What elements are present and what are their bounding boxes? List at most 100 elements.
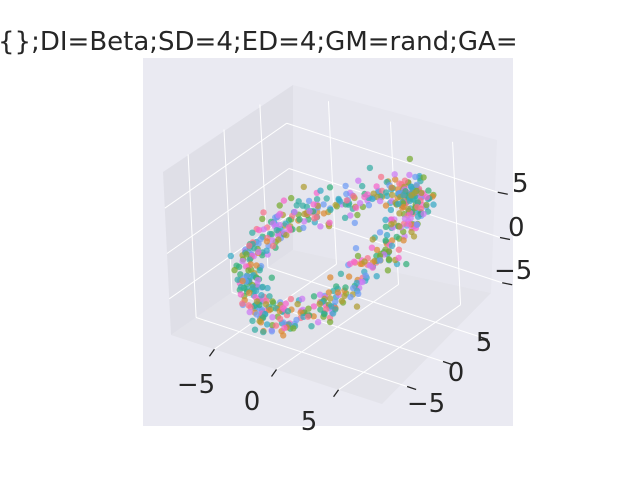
data-point <box>385 248 393 255</box>
data-point <box>326 318 334 326</box>
data-point <box>246 289 253 296</box>
data-point <box>306 208 313 215</box>
data-point <box>368 244 376 251</box>
y-tick-label-0: −5 <box>407 389 445 419</box>
data-point <box>332 298 339 305</box>
left-wall-grid-line-z <box>164 122 288 209</box>
data-point <box>327 206 334 213</box>
data-point <box>395 200 402 208</box>
data-point <box>369 236 376 243</box>
data-point <box>263 238 271 245</box>
data-point <box>359 182 366 190</box>
data-point <box>347 293 354 301</box>
y-tick-label-2: 5 <box>476 328 493 358</box>
data-point <box>320 210 328 217</box>
data-point <box>317 223 324 230</box>
data-point <box>258 292 265 299</box>
data-point <box>299 295 306 302</box>
data-point <box>264 284 271 292</box>
data-point <box>385 256 393 263</box>
data-point <box>326 219 333 226</box>
data-point <box>273 227 280 234</box>
data-point <box>294 300 301 308</box>
data-point <box>366 262 374 269</box>
data-point <box>253 311 260 318</box>
floor-grid-line-y <box>267 267 480 337</box>
data-point <box>321 310 328 318</box>
x-tick-mark <box>208 348 215 357</box>
data-point <box>352 204 360 211</box>
data-point <box>300 224 307 231</box>
data-point <box>296 216 303 223</box>
data-point <box>414 213 422 220</box>
data-point <box>388 242 396 249</box>
x-tick-label-0: −5 <box>177 370 215 400</box>
data-point <box>263 321 271 328</box>
data-point <box>259 283 266 291</box>
data-point <box>405 205 412 213</box>
data-point <box>403 260 410 268</box>
x-tick-mark <box>333 389 340 398</box>
data-point <box>407 215 414 222</box>
data-point <box>327 274 334 281</box>
data-point <box>392 176 399 183</box>
data-point <box>353 279 360 287</box>
data-point <box>341 214 349 221</box>
data-point <box>290 325 297 332</box>
data-point <box>251 326 259 333</box>
z-tick-mark <box>502 282 513 286</box>
data-point <box>260 328 267 336</box>
data-point <box>276 315 284 323</box>
data-point <box>279 304 287 312</box>
data-point <box>325 289 333 296</box>
data-point <box>276 202 283 209</box>
data-point <box>316 291 324 298</box>
data-point <box>383 231 391 239</box>
data-point <box>275 212 282 219</box>
data-point <box>276 221 283 229</box>
data-point <box>361 258 368 265</box>
data-point <box>300 183 307 191</box>
data-point <box>304 313 312 320</box>
floor-grid-line-x <box>338 304 461 391</box>
data-point <box>310 303 318 310</box>
data-point <box>299 202 306 209</box>
data-point <box>354 211 361 219</box>
axis-ticks <box>208 191 513 398</box>
data-point <box>283 231 290 239</box>
data-point <box>262 301 270 308</box>
left-wall-grid-line-z <box>166 168 290 254</box>
data-point <box>377 173 385 181</box>
data-point <box>335 196 342 204</box>
data-point <box>382 189 390 196</box>
data-point <box>366 164 374 172</box>
data-point <box>365 202 373 209</box>
data-point <box>310 201 317 208</box>
data-point <box>393 233 400 241</box>
data-point <box>269 298 276 305</box>
data-point <box>342 182 349 190</box>
y-tick-label-1: 0 <box>448 358 465 388</box>
data-point <box>308 323 315 330</box>
data-point <box>342 284 349 291</box>
data-point <box>316 300 323 308</box>
data-point <box>355 177 362 184</box>
data-point <box>413 221 421 228</box>
scatter-points <box>227 155 437 339</box>
y-tick-mark <box>442 360 453 366</box>
data-point <box>313 196 321 203</box>
data-point <box>401 215 409 222</box>
data-point <box>263 247 270 254</box>
data-point <box>272 322 280 329</box>
data-point <box>253 262 260 269</box>
data-point <box>239 277 246 285</box>
data-point <box>256 267 263 274</box>
data-point <box>295 198 302 205</box>
data-point <box>412 173 419 181</box>
data-point <box>338 297 346 305</box>
data-point <box>387 206 395 214</box>
data-point <box>343 197 350 204</box>
data-point <box>408 192 415 199</box>
data-point <box>311 215 318 222</box>
data-point <box>373 246 381 254</box>
